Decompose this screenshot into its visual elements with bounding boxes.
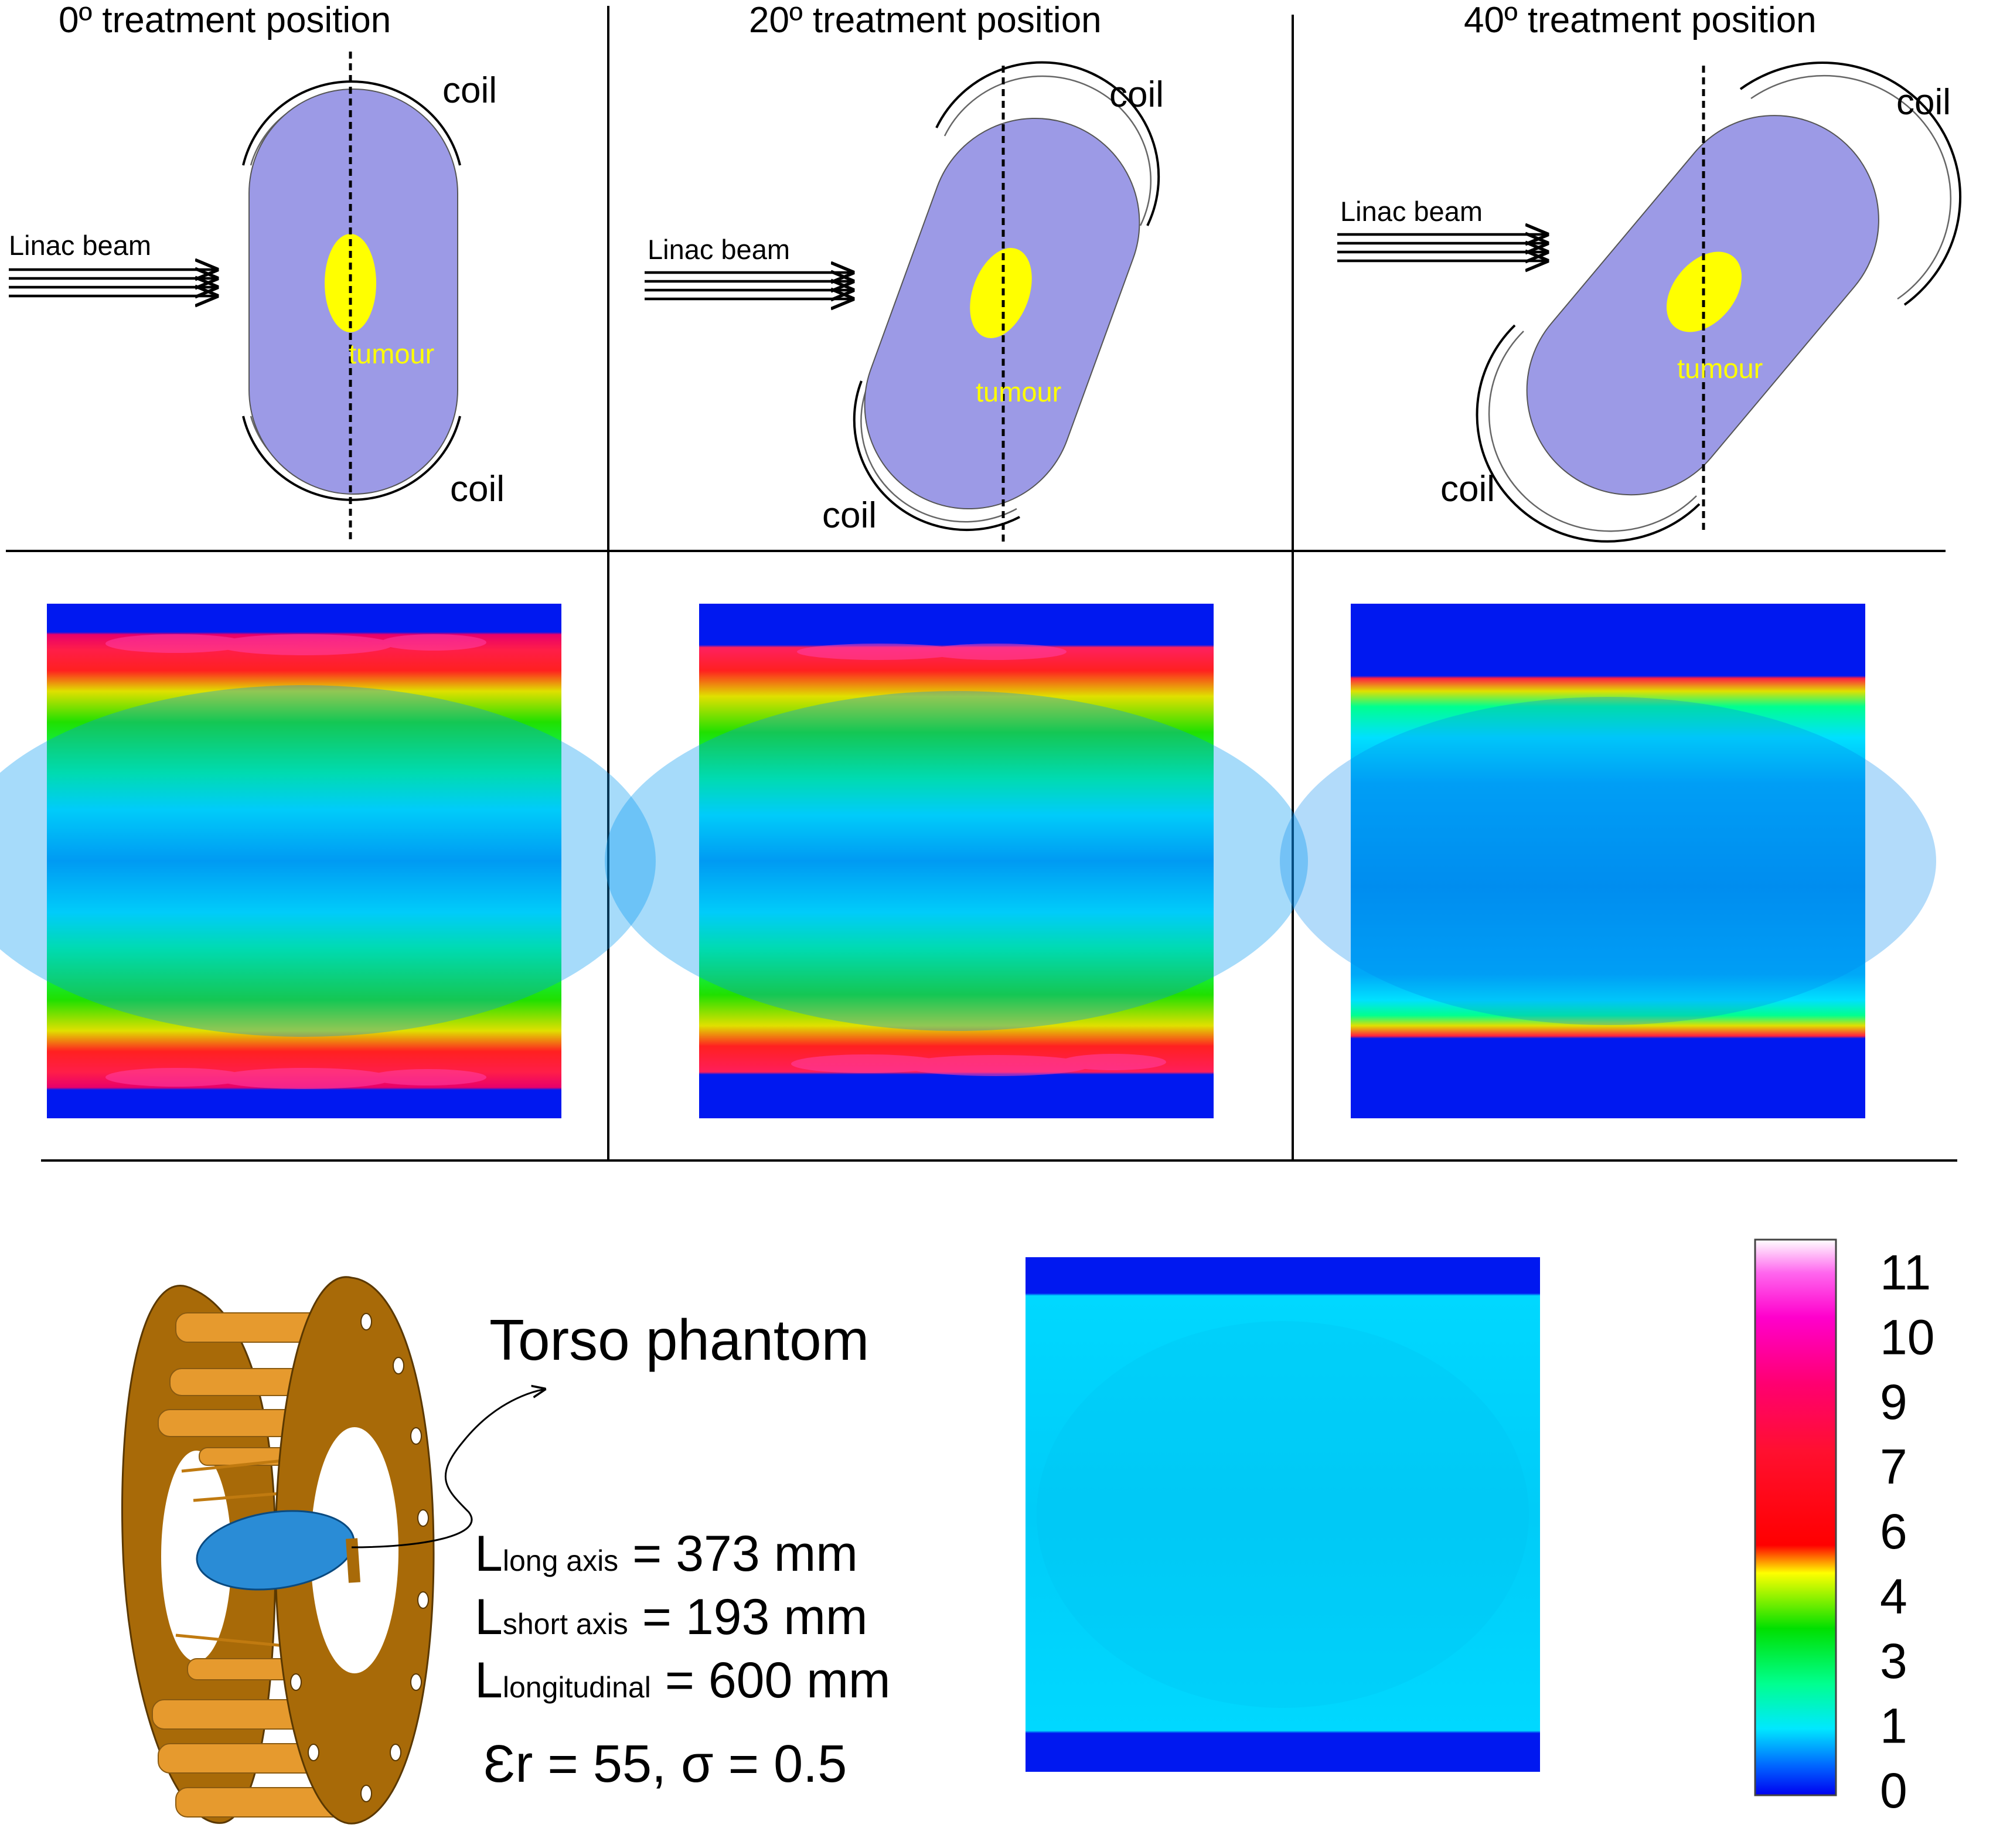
coil-label-top: coil [1896,82,1951,122]
linac-beam-arrows [1337,234,1547,261]
field-map-phantom [1026,1257,1540,1772]
coil-label-top: coil [1109,74,1164,115]
phantom-title: Torso phantom [489,1308,869,1372]
colorbar-label: 11 [1880,1245,1931,1300]
tumour-shape [325,234,376,332]
linac-beam-arrows [9,270,217,296]
colorbar-label: 10 [1880,1310,1934,1365]
field-map-0deg [0,604,656,1118]
field-map-40deg [1280,604,1936,1118]
panel-title: 20º treatment position [749,0,1102,40]
tumour-label: tumour [1677,353,1763,384]
phantom-parameters: Llong axis = 373 mm Lshort axis = 193 mm… [475,1526,891,1793]
linac-beam-label: Linac beam [9,230,151,261]
panel-dividers [6,6,1957,1162]
colorbar-label: 6 [1880,1504,1907,1559]
colorbar-gradient [1754,1238,1837,1796]
coil-arcs [853,61,1160,532]
linac-beam-label: Linac beam [1340,196,1483,227]
colorbar-label: 0 [1880,1763,1907,1818]
phantom-illustration [121,1276,546,1825]
param-long-axis: Llong axis = 373 mm [475,1526,858,1582]
tumour-label: tumour [349,338,434,369]
tumour-label: tumour [976,376,1061,407]
param-longitudinal: Llongitudinal = 600 mm [475,1652,891,1709]
panel-title: 40º treatment position [1464,0,1817,40]
colorbar-label: 1 [1880,1699,1907,1754]
coil-arcs [1476,61,1962,543]
param-short-axis: Lshort axis = 193 mm [475,1589,867,1645]
field-map-20deg [605,604,1308,1118]
coil-label-bottom: coil [450,469,505,509]
param-material: Ɛr = 55, σ = 0.5 [483,1735,847,1793]
panel-0deg: 0º treatment position Linac beam tumour … [9,0,505,542]
tumour-shape [970,248,1032,338]
linac-beam-label: Linac beam [648,234,790,265]
panel-20deg: 20º treatment position Linac beam tumour… [645,0,1164,542]
colorbar-label: 4 [1880,1569,1907,1624]
colorbar-label: 7 [1880,1439,1907,1495]
panel-40deg: 40º treatment position Linac beam tumour… [1337,0,1962,543]
colorbar-label: 3 [1880,1633,1907,1689]
linac-beam-arrows [645,273,853,299]
coil-label-top: coil [442,70,497,111]
coil-label-bottom: coil [1440,469,1495,509]
colorbar-label: 9 [1880,1374,1907,1430]
pointer-arrow [351,1389,545,1548]
panel-title: 0º treatment position [59,0,391,40]
coil-label-bottom: coil [822,495,877,536]
